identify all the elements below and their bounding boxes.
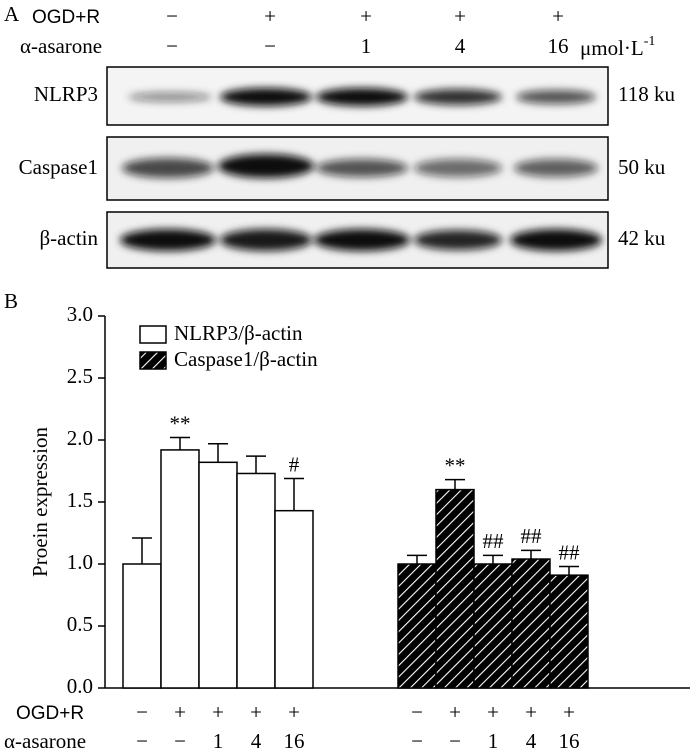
blot-row-label: NLRP3 bbox=[34, 82, 98, 106]
bar bbox=[473, 563, 513, 689]
condition-value: + bbox=[264, 4, 276, 28]
bar bbox=[435, 488, 475, 689]
blot-size-label: 50 ku bbox=[618, 155, 666, 179]
y-axis-label: Proein expression bbox=[28, 427, 52, 577]
x-condition-value: 16 bbox=[559, 729, 580, 753]
x-condition-value: + bbox=[174, 700, 186, 724]
condition-value: 4 bbox=[455, 34, 466, 58]
legend-swatch bbox=[139, 325, 167, 344]
unit-exponent: -1 bbox=[644, 34, 656, 49]
bar bbox=[198, 461, 238, 689]
significance-label: ## bbox=[521, 524, 543, 548]
x-condition-value: 4 bbox=[526, 729, 537, 753]
x-condition-value: − bbox=[411, 700, 423, 724]
x-condition-value: + bbox=[525, 700, 537, 724]
y-tick-label: 1.0 bbox=[67, 550, 93, 574]
x-condition-value: − bbox=[136, 700, 148, 724]
x-condition-label: α-asarone bbox=[4, 729, 86, 753]
bar bbox=[236, 472, 276, 689]
bar bbox=[511, 558, 551, 689]
y-tick-label: 0.5 bbox=[67, 612, 93, 636]
x-condition-value: 16 bbox=[284, 729, 305, 753]
panel-label: B bbox=[4, 289, 18, 313]
condition-value: + bbox=[360, 4, 372, 28]
blot-size-label: 42 ku bbox=[618, 226, 666, 250]
x-condition-value: 1 bbox=[488, 729, 499, 753]
x-condition-value: − bbox=[174, 729, 186, 753]
blot-row-label: Caspase1 bbox=[19, 155, 98, 179]
bar bbox=[397, 563, 437, 689]
condition-value: + bbox=[454, 4, 466, 28]
x-condition-value: − bbox=[449, 729, 461, 753]
condition-value: − bbox=[264, 34, 276, 58]
significance-label: ** bbox=[445, 453, 466, 477]
unit-label: μmol·L-1 bbox=[580, 34, 655, 60]
significance-label: ## bbox=[483, 529, 505, 553]
x-condition-value: − bbox=[136, 729, 148, 753]
legend-label: NLRP3/β-actin bbox=[174, 321, 303, 345]
y-tick-label: 0.0 bbox=[67, 674, 93, 698]
x-condition-value: − bbox=[411, 729, 423, 753]
condition-value: 1 bbox=[361, 34, 372, 58]
legend-label: Caspase1/β-actin bbox=[174, 347, 318, 371]
bar bbox=[160, 449, 200, 689]
y-tick-label: 1.5 bbox=[67, 488, 93, 512]
unit: μmol·L bbox=[580, 36, 644, 60]
blot-boxes bbox=[106, 66, 609, 269]
x-condition-value: + bbox=[250, 700, 262, 724]
condition-value: 16 bbox=[548, 34, 569, 58]
significance-label: # bbox=[289, 452, 300, 476]
x-condition-value: + bbox=[449, 700, 461, 724]
y-tick-label: 3.0 bbox=[67, 302, 93, 326]
legend-swatch bbox=[139, 351, 167, 370]
significance-label: ** bbox=[170, 411, 191, 435]
condition-value: − bbox=[166, 34, 178, 58]
x-condition-value: 1 bbox=[213, 729, 224, 753]
panel-label: A bbox=[4, 2, 20, 26]
bar bbox=[122, 563, 162, 689]
x-condition-value: + bbox=[212, 700, 224, 724]
bar bbox=[549, 574, 589, 689]
significance-label: ## bbox=[559, 540, 581, 564]
blot-size-label: 118 ku bbox=[618, 82, 675, 106]
blot-row-label: β-actin bbox=[40, 226, 99, 250]
condition-label: α-asarone bbox=[20, 34, 102, 58]
x-condition-value: + bbox=[563, 700, 575, 724]
y-tick-label: 2.0 bbox=[67, 426, 93, 450]
y-tick-label: 2.5 bbox=[67, 364, 93, 388]
condition-value: − bbox=[166, 4, 178, 28]
condition-value: + bbox=[552, 4, 564, 28]
bar bbox=[274, 509, 314, 689]
x-condition-value: + bbox=[487, 700, 499, 724]
condition-label: OGD+R bbox=[32, 7, 100, 28]
x-condition-label: OGD+R bbox=[16, 703, 84, 724]
x-condition-value: + bbox=[288, 700, 300, 724]
x-condition-value: 4 bbox=[251, 729, 262, 753]
